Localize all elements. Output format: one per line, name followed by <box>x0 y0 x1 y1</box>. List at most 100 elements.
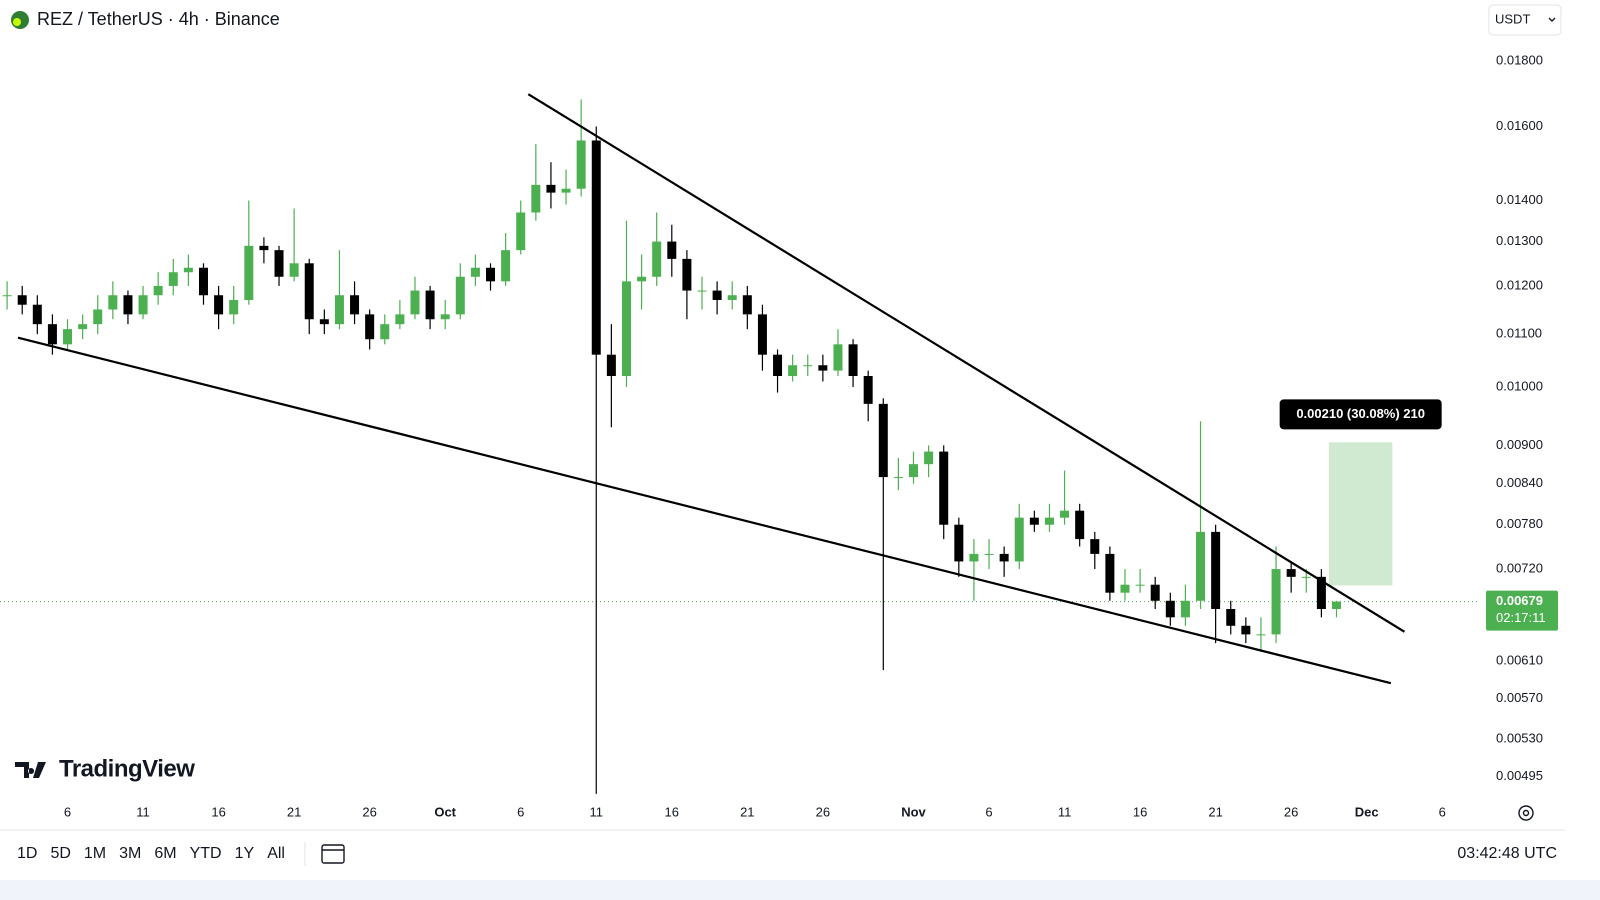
candle-body <box>893 477 903 479</box>
candle-body <box>274 250 284 277</box>
candle-body <box>470 267 480 277</box>
x-tick-label: Oct <box>434 804 456 819</box>
x-tick-label: Nov <box>901 804 926 819</box>
y-tick-label: 0.01600 <box>1496 118 1543 133</box>
candle-body <box>546 184 556 193</box>
range-button[interactable]: YTD <box>190 845 222 862</box>
candle-body <box>954 524 964 562</box>
x-tick-label: 11 <box>590 804 604 819</box>
candle-body <box>1060 510 1070 518</box>
candle-body <box>334 295 344 325</box>
range-button[interactable]: All <box>267 845 285 862</box>
y-tick-label: 0.00900 <box>1496 437 1543 452</box>
x-tick-label: 16 <box>665 804 679 819</box>
candle-body <box>1105 553 1115 593</box>
candle-body <box>440 314 450 320</box>
candle-body <box>1271 569 1281 635</box>
candle-body <box>214 295 224 315</box>
calendar-icon[interactable] <box>321 844 345 864</box>
candle-body <box>455 276 465 315</box>
y-tick-label: 0.00610 <box>1496 652 1543 667</box>
x-tick-label: 6 <box>517 804 524 819</box>
y-tick-label: 0.00720 <box>1496 561 1543 576</box>
candle-body <box>1075 510 1085 540</box>
candle-body <box>531 184 541 213</box>
currency-label[interactable]: USDT <box>1495 11 1530 26</box>
bottom-strip <box>0 880 1600 900</box>
candle-body <box>47 324 57 345</box>
range-button[interactable]: 1M <box>84 845 106 862</box>
dropdown-caret <box>1548 17 1556 22</box>
candle-body <box>939 451 949 525</box>
x-tick-label: 6 <box>1439 804 1446 819</box>
y-tick-label: 0.01100 <box>1496 326 1542 341</box>
x-tick-label: 21 <box>740 804 754 819</box>
candle-body <box>17 295 27 305</box>
toolbar-time: 03:42:48 UTC <box>1457 845 1557 862</box>
y-tick-label: 0.01000 <box>1496 378 1543 393</box>
candle-body <box>803 365 813 367</box>
candle-body <box>561 188 571 193</box>
settings-icon-center <box>1522 809 1530 817</box>
candle-body <box>833 344 843 371</box>
candle-body <box>108 295 118 310</box>
range-button[interactable]: 5D <box>50 845 70 862</box>
candle-body <box>153 285 163 296</box>
y-tick-label: 0.00495 <box>1496 768 1543 783</box>
candle-body <box>788 365 798 377</box>
candle-body <box>818 365 828 371</box>
candle-body <box>380 324 390 340</box>
y-tick-label: 0.01800 <box>1496 53 1543 68</box>
x-tick-label: 26 <box>816 804 830 819</box>
candle-body <box>229 299 239 315</box>
candle-body <box>757 314 767 355</box>
range-button[interactable]: 1D <box>17 845 37 862</box>
candle-body <box>259 245 269 251</box>
range-button[interactable]: 6M <box>154 845 176 862</box>
x-tick-label: 6 <box>985 804 992 819</box>
candle-body <box>727 295 737 300</box>
candle-body <box>1286 569 1296 577</box>
y-tick-label: 0.00570 <box>1496 690 1543 705</box>
measure-box <box>1328 442 1393 586</box>
currency-select[interactable] <box>1488 4 1562 36</box>
x-tick-label: 11 <box>136 804 150 819</box>
candle-body <box>1014 517 1024 562</box>
candle-body <box>425 290 435 320</box>
settings-icon[interactable] <box>1518 805 1534 821</box>
range-button[interactable]: 3M <box>119 845 141 862</box>
candle-body <box>1120 584 1130 593</box>
candle-body <box>395 314 405 325</box>
x-tick-label: Dec <box>1355 804 1379 819</box>
candle-body <box>319 319 329 325</box>
candle-body <box>1316 576 1326 609</box>
candle-body <box>773 354 783 377</box>
candle-body <box>93 309 103 325</box>
candle-body <box>1029 517 1039 525</box>
candle-body <box>138 295 148 315</box>
candle-body <box>621 281 631 377</box>
candle-body <box>1090 539 1100 554</box>
logo-icon <box>15 762 46 778</box>
candle-body <box>1211 531 1221 609</box>
candle-body <box>742 295 752 315</box>
range-button[interactable]: 1Y <box>235 845 255 862</box>
candle-body <box>697 290 707 292</box>
candle-body <box>1180 600 1190 618</box>
candle-body <box>1226 608 1236 626</box>
y-tick-label: 0.00840 <box>1496 475 1543 490</box>
candle-body <box>576 140 586 189</box>
date-range-icon[interactable] <box>321 844 345 864</box>
price-tag-value: 0.00679 <box>1496 593 1543 608</box>
candle-body <box>410 290 420 315</box>
plot-area <box>0 93 1480 794</box>
candle-body <box>365 314 375 340</box>
price-tag <box>1486 590 1558 631</box>
x-tick-label: 16 <box>1133 804 1147 819</box>
logo-text: TradingView <box>59 755 195 782</box>
candle-body <box>667 241 677 259</box>
candle-body <box>909 464 919 478</box>
trend-line <box>527 93 1406 633</box>
candle-body <box>863 376 873 404</box>
x-tick-label: 16 <box>211 804 225 819</box>
